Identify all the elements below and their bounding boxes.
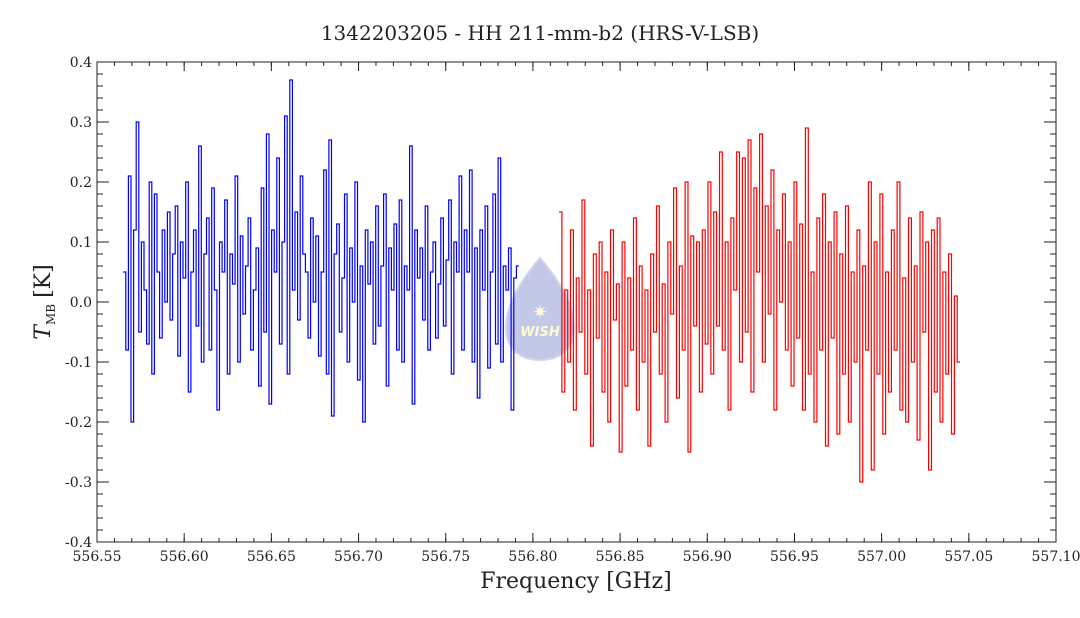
svg-text:WISH: WISH bbox=[520, 325, 560, 340]
x-tick-label: 557.10 bbox=[1032, 549, 1080, 565]
x-tick-label: 556.85 bbox=[596, 549, 645, 565]
svg-text:TMB[K]: TMB [K] bbox=[31, 264, 58, 339]
y-tick-label: 0.4 bbox=[70, 55, 92, 71]
y-axis-title: TMB [K] bbox=[31, 264, 58, 339]
x-tick-label: 556.90 bbox=[683, 549, 732, 565]
y-axis-title-main: T bbox=[31, 323, 56, 340]
chart-title: 1342203205 - HH 211-mm-b2 (HRS-V-LSB) bbox=[321, 21, 759, 45]
x-tick-label: 556.80 bbox=[508, 549, 557, 565]
y-tick-label: 0.2 bbox=[70, 175, 92, 191]
x-tick-label: 556.95 bbox=[770, 549, 819, 565]
x-tick-label: 556.60 bbox=[160, 549, 209, 565]
x-tick-label: 556.65 bbox=[247, 549, 296, 565]
y-tick-label: -0.2 bbox=[65, 415, 92, 431]
y-tick-label: 0.0 bbox=[70, 295, 92, 311]
wish-logo: WISH ✷ bbox=[504, 256, 576, 362]
y-tick-label: 0.1 bbox=[70, 235, 92, 251]
x-tick-label: 557.05 bbox=[944, 549, 993, 565]
x-tick-label: 557.00 bbox=[857, 549, 906, 565]
y-tick-label: -0.4 bbox=[65, 535, 92, 551]
y-tick-label: -0.1 bbox=[65, 355, 92, 371]
x-tick-label: 556.75 bbox=[421, 549, 470, 565]
x-tick-label: 556.55 bbox=[73, 549, 122, 565]
y-axis-title-sub: MB bbox=[44, 304, 58, 325]
series-red-line bbox=[559, 127, 961, 483]
series-blue-line bbox=[123, 79, 519, 423]
y-tick-label: -0.3 bbox=[65, 475, 92, 491]
y-tick-label: 0.3 bbox=[70, 115, 92, 131]
y-axis-title-unit: [K] bbox=[31, 264, 56, 298]
svg-text:✷: ✷ bbox=[532, 302, 547, 323]
x-tick-label: 556.70 bbox=[334, 549, 383, 565]
x-axis-title: Frequency [GHz] bbox=[480, 569, 672, 594]
